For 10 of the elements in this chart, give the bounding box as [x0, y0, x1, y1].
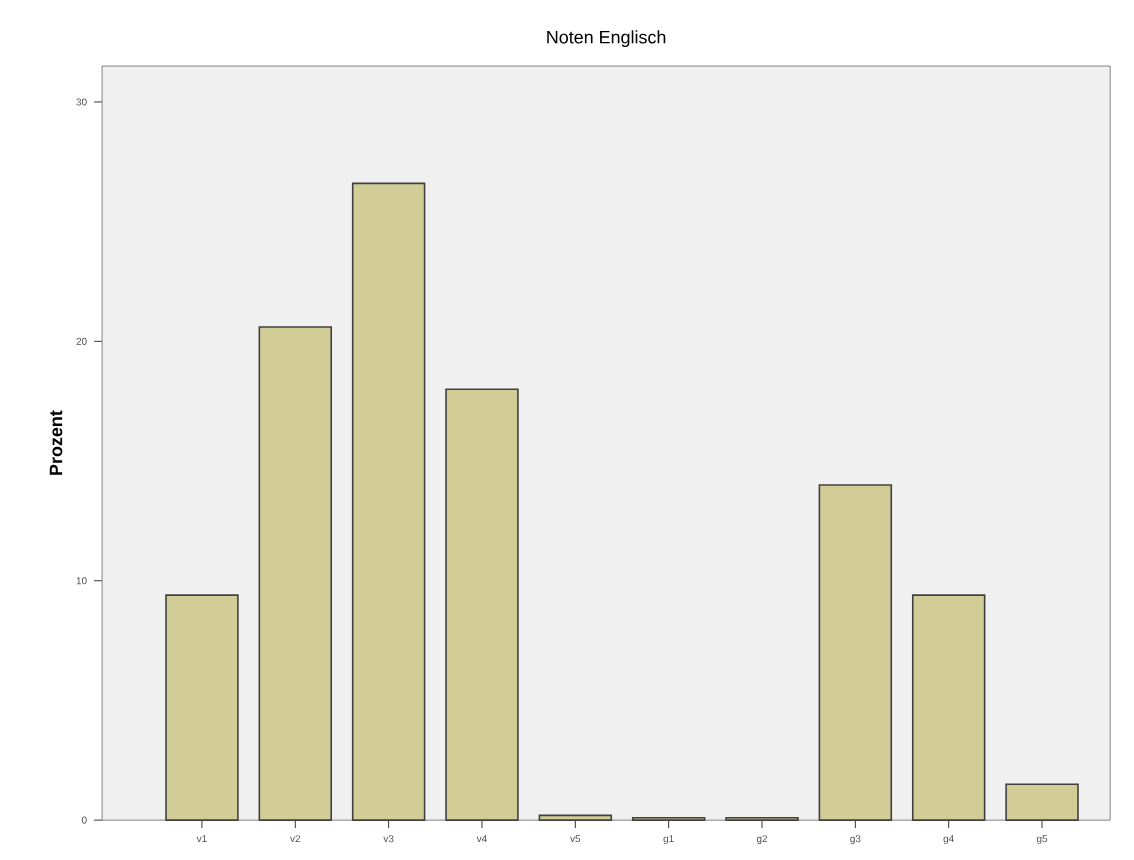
- chart-title: Noten Englisch: [547, 30, 666, 47]
- bar: [351, 182, 426, 821]
- y-axis-title: Prozent: [49, 410, 63, 475]
- bar: [538, 814, 613, 821]
- bar: [258, 326, 333, 821]
- bar: [445, 388, 519, 821]
- bar: [165, 594, 239, 821]
- bar: [911, 594, 986, 821]
- bar: [818, 484, 893, 821]
- bar: [1005, 783, 1079, 821]
